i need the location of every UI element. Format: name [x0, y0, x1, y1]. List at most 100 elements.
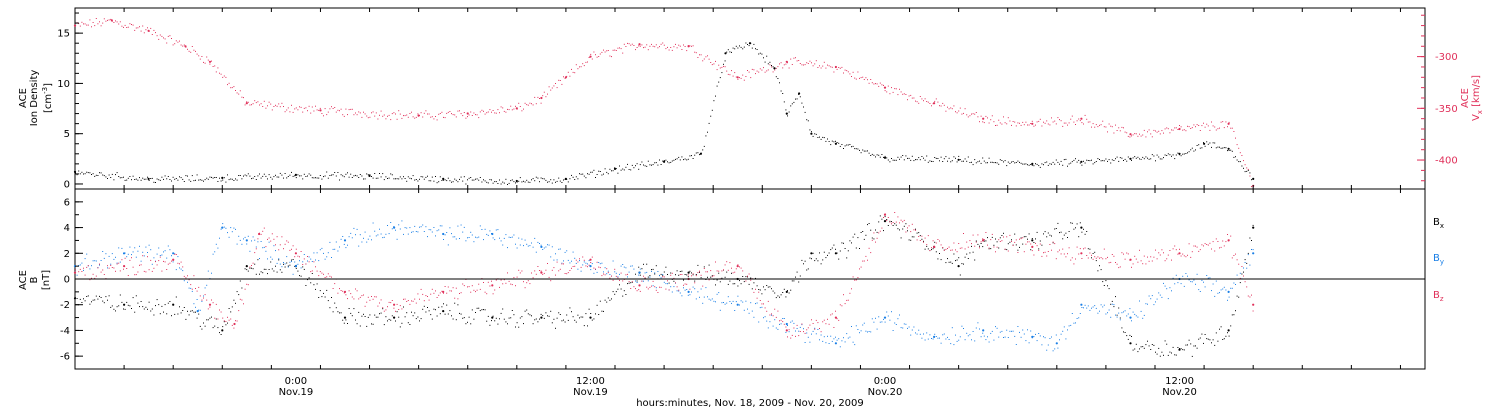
density-sample	[667, 161, 668, 163]
by-sample	[751, 310, 753, 312]
bx-sample	[153, 314, 155, 316]
bz-sample	[539, 270, 540, 271]
bz-sample	[555, 274, 556, 276]
density-sample	[857, 148, 859, 150]
by-sample	[929, 334, 931, 336]
bx-sample	[887, 225, 889, 226]
vx-sample	[623, 43, 625, 45]
vx-sample	[515, 105, 516, 107]
density-sample	[1089, 160, 1091, 162]
bz-sample	[942, 247, 944, 249]
density-sample	[302, 178, 304, 180]
by-sample	[1075, 322, 1076, 324]
bz-sample	[377, 305, 379, 307]
by-sample	[180, 268, 182, 270]
bx-sample	[926, 245, 928, 247]
bx-sample	[774, 292, 776, 294]
bz-sample	[558, 270, 560, 272]
density-sample	[86, 171, 88, 173]
vx-sample	[598, 56, 600, 57]
by-point	[834, 342, 838, 345]
vx-sample	[879, 82, 881, 84]
by-sample	[777, 328, 779, 330]
bz-sample	[1172, 248, 1174, 250]
by-sample	[129, 246, 131, 248]
density-sample	[750, 42, 752, 44]
vx-point	[736, 76, 739, 79]
density-sample	[1246, 170, 1248, 172]
bx-sample	[534, 319, 536, 321]
by-sample	[633, 268, 635, 270]
bx-sample	[508, 317, 510, 319]
bx-sample	[631, 281, 633, 283]
bx-sample	[665, 266, 667, 268]
by-sample	[231, 231, 233, 233]
bz-sample	[809, 324, 811, 326]
by-sample	[681, 295, 683, 297]
bx-sample	[1204, 334, 1206, 335]
bx-sample	[147, 308, 148, 310]
vx-sample	[119, 21, 121, 23]
vx-sample	[579, 66, 580, 68]
vx-sample	[851, 76, 852, 77]
vx-sample	[785, 63, 787, 65]
vx-sample	[214, 65, 216, 67]
by-sample	[702, 302, 704, 304]
vx-sample	[252, 103, 254, 105]
bz-sample	[372, 298, 374, 300]
bx-sample	[1038, 248, 1040, 250]
bz-sample	[1183, 255, 1185, 257]
by-sample	[982, 332, 984, 334]
by-sample	[259, 258, 260, 259]
vx-sample	[865, 77, 867, 79]
bz-sample	[865, 255, 867, 257]
density-sample	[980, 162, 982, 164]
vx-sample	[422, 116, 424, 118]
vx-sample	[1017, 122, 1019, 124]
density-sample	[1051, 163, 1052, 165]
bx-sample	[251, 267, 252, 269]
bz-sample	[444, 286, 446, 287]
vx-sample	[190, 51, 192, 53]
by-sample	[1214, 295, 1216, 297]
bx-sample	[1091, 257, 1092, 259]
vx-sample	[1215, 129, 1217, 131]
bz-sample	[543, 272, 545, 274]
bz-sample	[535, 273, 537, 275]
by-sample	[1028, 342, 1030, 344]
vx-sample	[356, 114, 358, 116]
vx-sample	[129, 23, 131, 25]
bx-sample	[662, 275, 664, 277]
bx-sample	[863, 238, 865, 240]
bx-sample	[91, 301, 92, 303]
density-sample	[358, 177, 360, 178]
bx-sample	[1118, 307, 1120, 309]
bz-sample	[287, 241, 289, 243]
bz-sample	[780, 319, 782, 321]
bz-sample	[185, 277, 187, 279]
density-sample	[927, 161, 929, 163]
density-label-line2: Ion Density	[29, 70, 40, 127]
bx-sample	[1075, 227, 1076, 229]
bz-sample	[601, 275, 603, 277]
top-right-axis-label: ACE Vx [km/s]	[1460, 75, 1484, 121]
density-sample	[334, 172, 336, 173]
density-sample	[254, 176, 256, 177]
vx-sample	[969, 115, 971, 117]
by-sample	[910, 334, 912, 336]
bz-sample	[523, 281, 524, 283]
by-sample	[934, 333, 936, 335]
bz-sample	[339, 288, 340, 290]
bz-sample	[681, 274, 683, 275]
bz-sample	[401, 308, 403, 310]
legend-bx: Bx	[1433, 217, 1444, 230]
vx-sample	[439, 113, 441, 114]
by-sample	[143, 255, 145, 257]
bz-sample	[443, 292, 444, 294]
bz-sample	[87, 265, 89, 267]
density-sample	[1212, 142, 1214, 144]
bx-sample	[1193, 345, 1195, 347]
by-sample	[1225, 289, 1227, 291]
bz-sample	[953, 242, 955, 244]
density-sample	[803, 106, 804, 108]
